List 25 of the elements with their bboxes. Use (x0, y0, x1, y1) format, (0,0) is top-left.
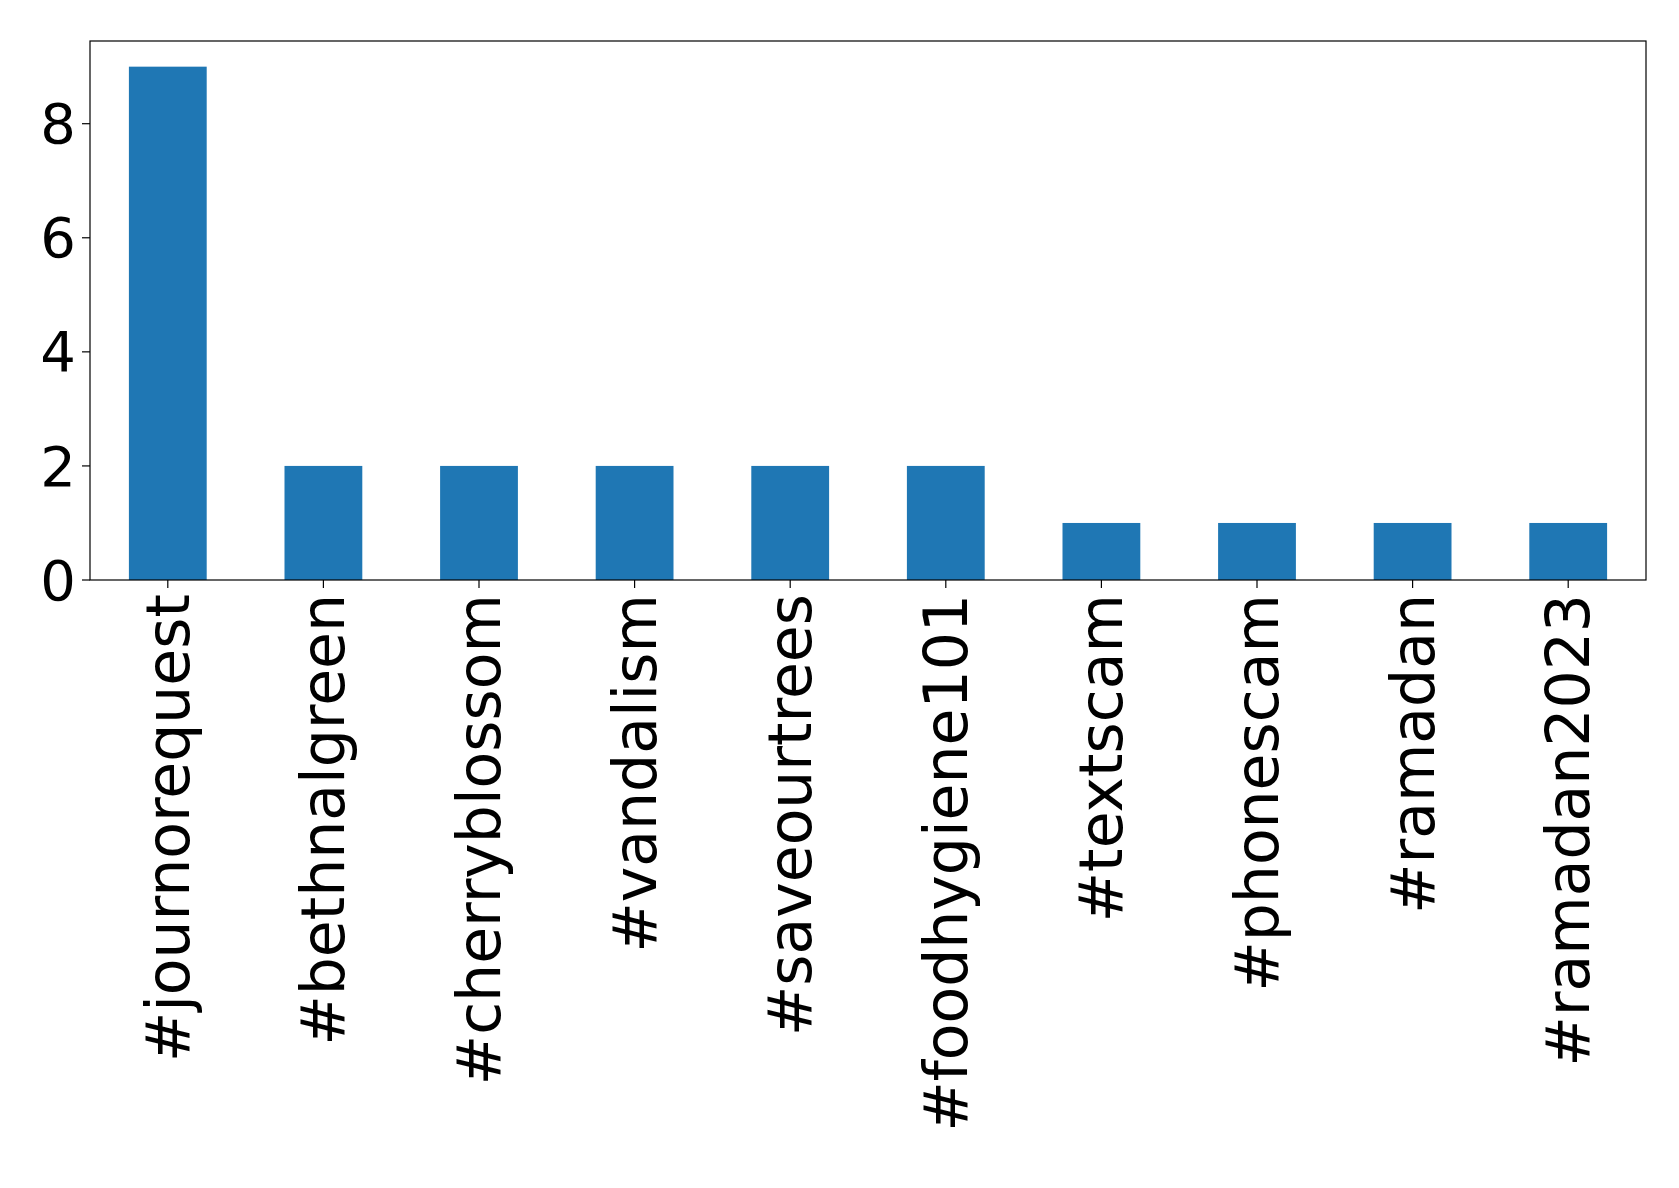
x-tick-label: #vandalism (599, 594, 670, 953)
y-tick-label: 6 (40, 205, 76, 271)
y-tick-label: 8 (40, 91, 76, 157)
y-tick-label: 0 (40, 547, 76, 613)
x-tick-label: #textscam (1066, 594, 1137, 923)
bar (1218, 522, 1296, 580)
bar (440, 465, 518, 580)
bar (751, 465, 830, 580)
x-tick-label: #saveourtrees (755, 594, 826, 1037)
bar (595, 465, 674, 580)
x-tick-label: #ramadan (1377, 594, 1448, 914)
x-tick-label: #ramadan2023 (1533, 594, 1604, 1067)
x-tick-label: #bethnalgreen (288, 594, 359, 1046)
bar (128, 66, 207, 580)
bar (1062, 522, 1141, 580)
x-tick-label: #cherryblossom (444, 594, 514, 1086)
bar (1373, 522, 1452, 580)
x-tick-label: #journorequest (132, 594, 203, 1063)
x-tick-label: #phonescam (1222, 594, 1292, 992)
y-tick-label: 2 (40, 433, 76, 499)
x-tick-label: #foodhygiene101 (910, 594, 981, 1132)
bar (1529, 522, 1608, 580)
bar (284, 465, 363, 580)
y-tick-label: 4 (40, 319, 76, 385)
bar (906, 465, 985, 580)
